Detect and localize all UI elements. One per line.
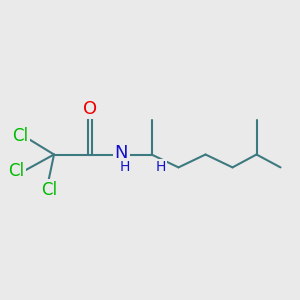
Text: N: N: [115, 144, 128, 162]
Text: O: O: [83, 100, 97, 118]
Text: Cl: Cl: [12, 127, 28, 145]
Text: H: H: [155, 160, 166, 174]
Text: Cl: Cl: [41, 181, 58, 199]
Text: Cl: Cl: [8, 162, 25, 180]
Text: H: H: [120, 160, 130, 174]
